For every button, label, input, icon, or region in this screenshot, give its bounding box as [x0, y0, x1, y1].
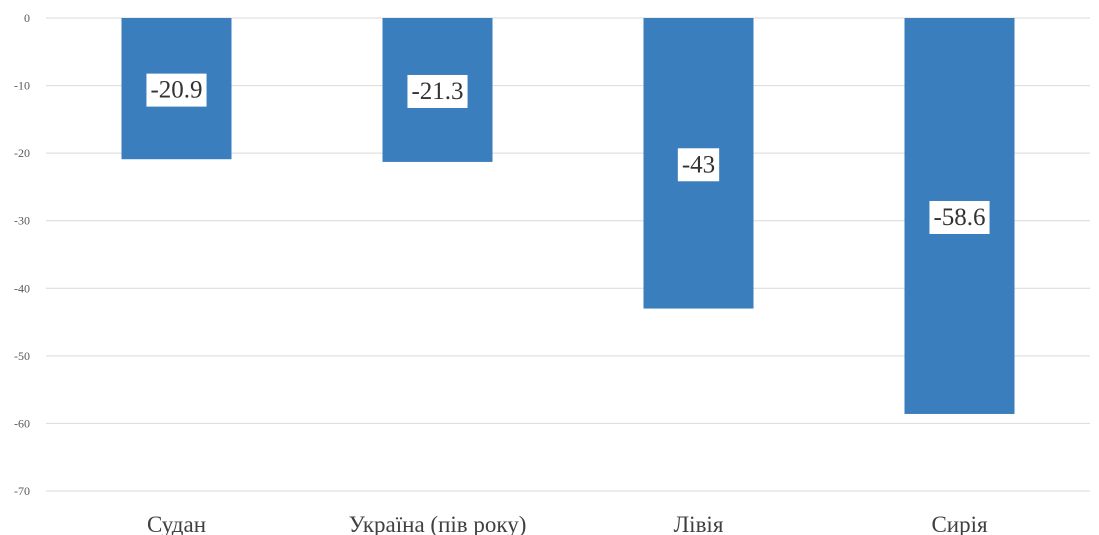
x-tick-label: Лівія: [674, 512, 724, 535]
data-label-group: -58.6: [929, 200, 990, 234]
y-tick-label: -20: [14, 146, 30, 160]
data-label-box: [146, 73, 207, 107]
x-tick-label: Україна (пів року): [349, 512, 527, 535]
data-label-group: -21.3: [407, 74, 468, 108]
data-label: -43: [682, 151, 715, 178]
y-tick-label: -70: [14, 484, 30, 498]
data-label: -58.6: [933, 204, 985, 231]
x-axis-ticks: Судан Україна (пів року) Лівія Сирія: [147, 512, 988, 535]
data-label-box: [407, 74, 468, 108]
data-label-box: [677, 148, 720, 182]
data-label: -21.3: [411, 78, 463, 105]
data-label-box: [929, 200, 990, 234]
data-labels: -20.9 -21.3 -43 -58.6: [146, 73, 990, 234]
y-tick-label: -60: [14, 416, 30, 430]
x-tick-label: Судан: [147, 512, 206, 535]
y-axis-ticks: 0 -10 -20 -30 -40 -50 -60 -70: [14, 11, 30, 498]
data-label: -20.9: [150, 77, 202, 104]
bars: [121, 18, 1015, 414]
data-label-group: -43: [677, 148, 720, 182]
y-tick-label: -30: [14, 214, 30, 228]
y-tick-label: -40: [14, 281, 30, 295]
data-label-group: -20.9: [146, 73, 207, 107]
y-tick-label: -50: [14, 349, 30, 363]
y-tick-label: -10: [14, 79, 30, 93]
y-tick-label: 0: [24, 11, 30, 25]
x-tick-label: Сирія: [931, 512, 988, 535]
